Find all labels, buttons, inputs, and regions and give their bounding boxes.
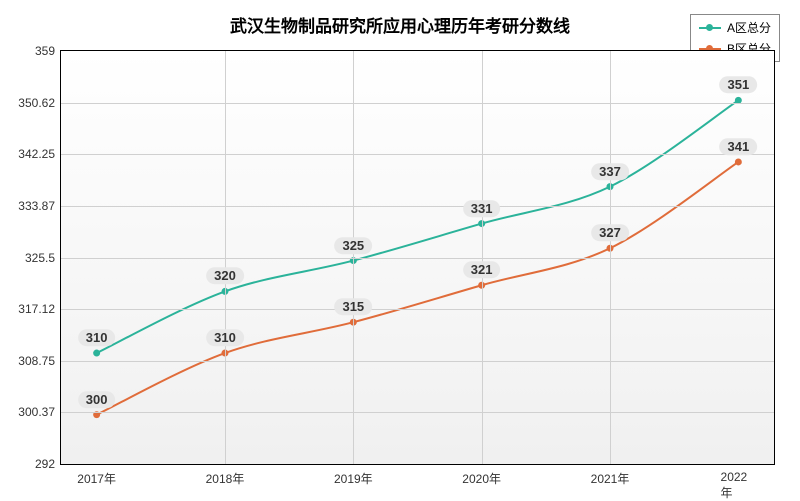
- legend-line-a: [699, 27, 721, 29]
- data-label: 310: [78, 329, 116, 346]
- plot-area: 292300.37308.75317.12325.5333.87342.2535…: [60, 50, 775, 465]
- data-point: [93, 350, 100, 357]
- gridline-h: [61, 412, 774, 413]
- legend-dot-a: [706, 24, 713, 31]
- series-line-1: [97, 162, 739, 415]
- y-tick-label: 300.37: [18, 405, 61, 419]
- x-tick-label: 2020年: [462, 464, 501, 487]
- x-tick-label: 2017年: [77, 464, 116, 487]
- gridline-h: [61, 309, 774, 310]
- data-label: 337: [591, 163, 629, 180]
- gridline-v: [353, 51, 354, 464]
- x-tick-label: 2018年: [206, 464, 245, 487]
- data-label: 315: [334, 298, 372, 315]
- x-tick-label: 2022年: [721, 464, 757, 501]
- data-point: [735, 158, 742, 165]
- y-tick-label: 359: [35, 44, 61, 58]
- gridline-h: [61, 154, 774, 155]
- y-tick-label: 292: [35, 457, 61, 471]
- chart-title: 武汉生物制品研究所应用心理历年考研分数线: [230, 12, 570, 37]
- legend-label-a: A区总分: [727, 19, 771, 36]
- data-label: 327: [591, 224, 629, 241]
- x-tick-label: 2019年: [334, 464, 373, 487]
- y-tick-label: 342.25: [18, 147, 61, 161]
- gridline-h: [61, 206, 774, 207]
- gridline-h: [61, 361, 774, 362]
- chart-container: 武汉生物制品研究所应用心理历年考研分数线 A区总分 B区总分 292300.37…: [0, 0, 800, 500]
- data-label: 325: [334, 237, 372, 254]
- data-label: 300: [78, 391, 116, 408]
- y-tick-label: 350.62: [18, 96, 61, 110]
- data-label: 320: [206, 268, 244, 285]
- legend-item-a: A区总分: [699, 19, 771, 36]
- y-tick-label: 308.75: [18, 354, 61, 368]
- y-tick-label: 325.5: [25, 251, 61, 265]
- gridline-v: [482, 51, 483, 464]
- data-label: 321: [463, 261, 501, 278]
- gridline-v: [225, 51, 226, 464]
- gridline-v: [610, 51, 611, 464]
- y-tick-label: 333.87: [18, 199, 61, 213]
- gridline-h: [61, 103, 774, 104]
- series-line-0: [97, 100, 739, 353]
- data-label: 351: [719, 77, 757, 94]
- gridline-h: [61, 258, 774, 259]
- x-tick-label: 2021年: [591, 464, 630, 487]
- y-tick-label: 317.12: [18, 302, 61, 316]
- data-label: 310: [206, 329, 244, 346]
- data-label: 331: [463, 200, 501, 217]
- data-label: 341: [719, 138, 757, 155]
